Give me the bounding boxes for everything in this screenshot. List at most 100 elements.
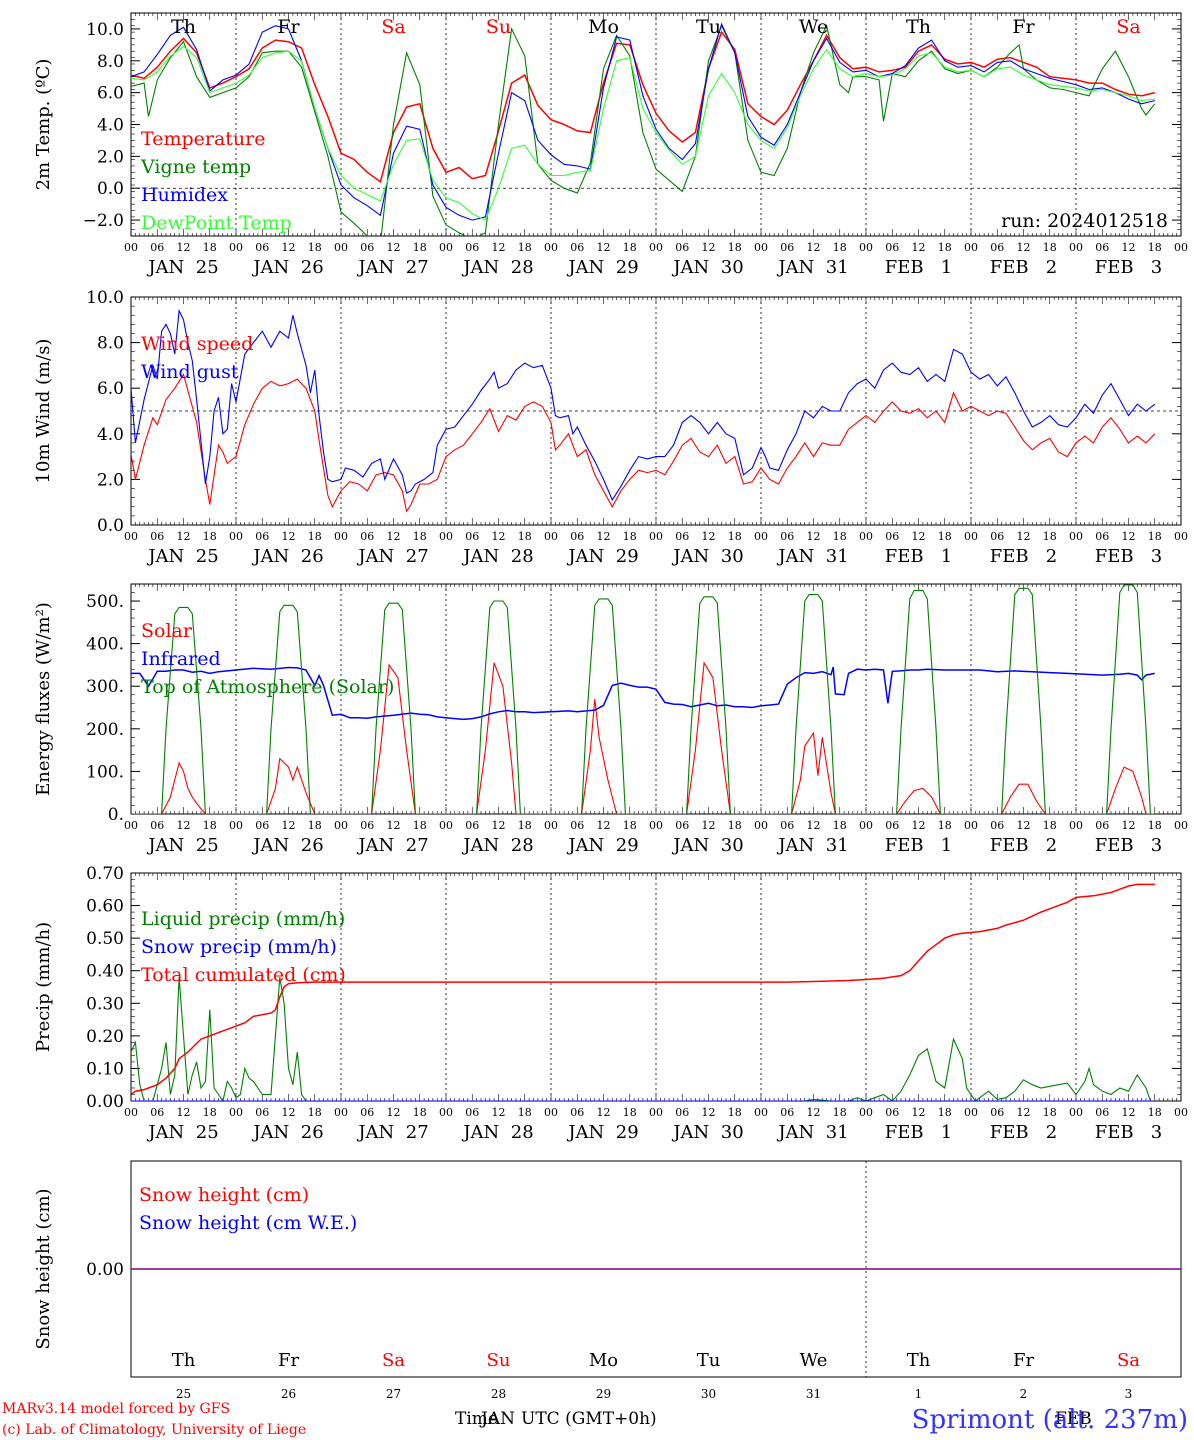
day-number-label: 29 [596, 1387, 611, 1401]
y-axis-label: Energy fluxes (W/m²) [33, 602, 54, 796]
x-tick-label: 12 [492, 241, 506, 254]
y-tick-label: 0.70 [86, 864, 124, 884]
x-tick-label: 06 [1095, 530, 1109, 543]
x-axis-time-label: Time [455, 1409, 498, 1429]
x-tick-label: 06 [360, 819, 374, 832]
y-axis-label: 10m Wind (m/s) [33, 339, 54, 484]
y-tick-label: 8.0 [97, 52, 124, 72]
y-tick-label: 6.0 [97, 84, 124, 104]
x-tick-label: 00 [649, 1106, 663, 1119]
legend-entry: Snow precip (mm/h) [141, 936, 337, 958]
x-tick-label: 00 [964, 1106, 978, 1119]
date-label: FEB 1 [885, 546, 952, 567]
date-label: JAN 28 [461, 835, 533, 856]
weekday-label: Th [172, 1350, 196, 1371]
x-tick-label: 00 [439, 241, 453, 254]
day-number-label: 3 [1125, 1387, 1133, 1401]
x-tick-label: 00 [859, 241, 873, 254]
x-tick-label: 06 [1095, 1106, 1109, 1119]
x-tick-label: 00 [124, 241, 138, 254]
x-tick-label: 12 [177, 819, 191, 832]
legend-entry: DewPoint Temp [141, 212, 292, 234]
x-tick-label: 06 [780, 1106, 794, 1119]
x-axis-utc-label: UTC (GMT+0h) [521, 1409, 657, 1429]
legend-entry: Top of Atmosphere (Solar) [141, 676, 394, 698]
x-tick-label: 18 [728, 241, 742, 254]
date-label: JAN 29 [566, 257, 638, 278]
y-tick-label: 0. [108, 805, 124, 825]
x-tick-label: 18 [623, 1106, 637, 1119]
series-line-vigne-temp [131, 24, 1156, 236]
x-tick-label: 12 [177, 241, 191, 254]
x-tick-label: 06 [885, 530, 899, 543]
day-number-label: 2 [1020, 1387, 1028, 1401]
y-tick-label: 0.00 [86, 1092, 124, 1112]
x-tick-label: 00 [1174, 241, 1188, 254]
x-tick-label: 00 [439, 1106, 453, 1119]
x-tick-label: 12 [1017, 241, 1031, 254]
weekday-label: Th [171, 16, 196, 38]
date-label: JAN 29 [566, 835, 638, 856]
date-label: JAN 25 [146, 835, 218, 856]
weekday-label: Tu [696, 16, 721, 38]
legend-entry: Vigne temp [140, 156, 251, 178]
x-tick-label: 18 [938, 1106, 952, 1119]
legend-entry: Snow height (cm W.E.) [139, 1212, 357, 1234]
y-tick-label: 0.0 [97, 179, 124, 199]
legend-entry: Temperature [141, 128, 265, 150]
x-tick-label: 00 [964, 241, 978, 254]
y-tick-label: 0.20 [86, 1027, 124, 1047]
x-tick-label: 00 [334, 1106, 348, 1119]
credit-model: MARv3.14 model forced by GFS [2, 1401, 230, 1417]
x-tick-label: 06 [465, 241, 479, 254]
x-tick-label: 12 [597, 530, 611, 543]
x-tick-label: 12 [597, 241, 611, 254]
x-tick-label: 06 [360, 530, 374, 543]
x-tick-label: 06 [150, 819, 164, 832]
x-tick-label: 06 [885, 819, 899, 832]
x-tick-label: 06 [675, 819, 689, 832]
y-tick-label: 500. [86, 592, 124, 612]
x-tick-label: 00 [124, 1106, 138, 1119]
x-tick-label: 12 [807, 1106, 821, 1119]
x-tick-label: 12 [1017, 1106, 1031, 1119]
x-tick-label: 12 [492, 819, 506, 832]
y-axis-label: Snow height (cm) [33, 1188, 54, 1349]
x-tick-label: 00 [544, 530, 558, 543]
y-tick-label: 200. [86, 720, 124, 740]
x-tick-label: 00 [1069, 819, 1083, 832]
x-tick-label: 06 [570, 530, 584, 543]
date-label: JAN 30 [671, 546, 743, 567]
x-tick-label: 06 [465, 530, 479, 543]
day-number-label: 1 [915, 1387, 923, 1401]
y-tick-label: 8.0 [97, 334, 124, 354]
x-tick-label: 12 [387, 530, 401, 543]
legend-entry: Snow height (cm) [139, 1184, 309, 1206]
x-tick-label: 00 [229, 1106, 243, 1119]
x-tick-label: 12 [702, 530, 716, 543]
x-tick-label: 12 [387, 1106, 401, 1119]
weekday-label: Th [907, 1350, 931, 1371]
x-tick-label: 00 [229, 530, 243, 543]
x-tick-label: 18 [833, 819, 847, 832]
weekday-label: Mo [588, 16, 619, 38]
y-tick-label: 4.0 [97, 425, 124, 445]
y-tick-label: 6.0 [97, 379, 124, 399]
x-tick-label: 06 [150, 241, 164, 254]
date-label: FEB 3 [1095, 835, 1162, 856]
x-tick-label: 18 [413, 530, 427, 543]
x-tick-label: 12 [177, 530, 191, 543]
y-axis-label: 2m Temp. (ºC) [33, 59, 54, 191]
x-tick-label: 12 [1122, 241, 1136, 254]
x-tick-label: 06 [780, 530, 794, 543]
x-tick-label: 12 [177, 1106, 191, 1119]
x-tick-label: 18 [938, 241, 952, 254]
x-tick-label: 18 [938, 819, 952, 832]
x-tick-label: 06 [780, 241, 794, 254]
series-line-temperature [131, 30, 1155, 184]
x-tick-label: 00 [229, 241, 243, 254]
x-tick-label: 06 [255, 1106, 269, 1119]
weekday-label: Fr [1012, 16, 1035, 38]
x-tick-label: 12 [702, 1106, 716, 1119]
